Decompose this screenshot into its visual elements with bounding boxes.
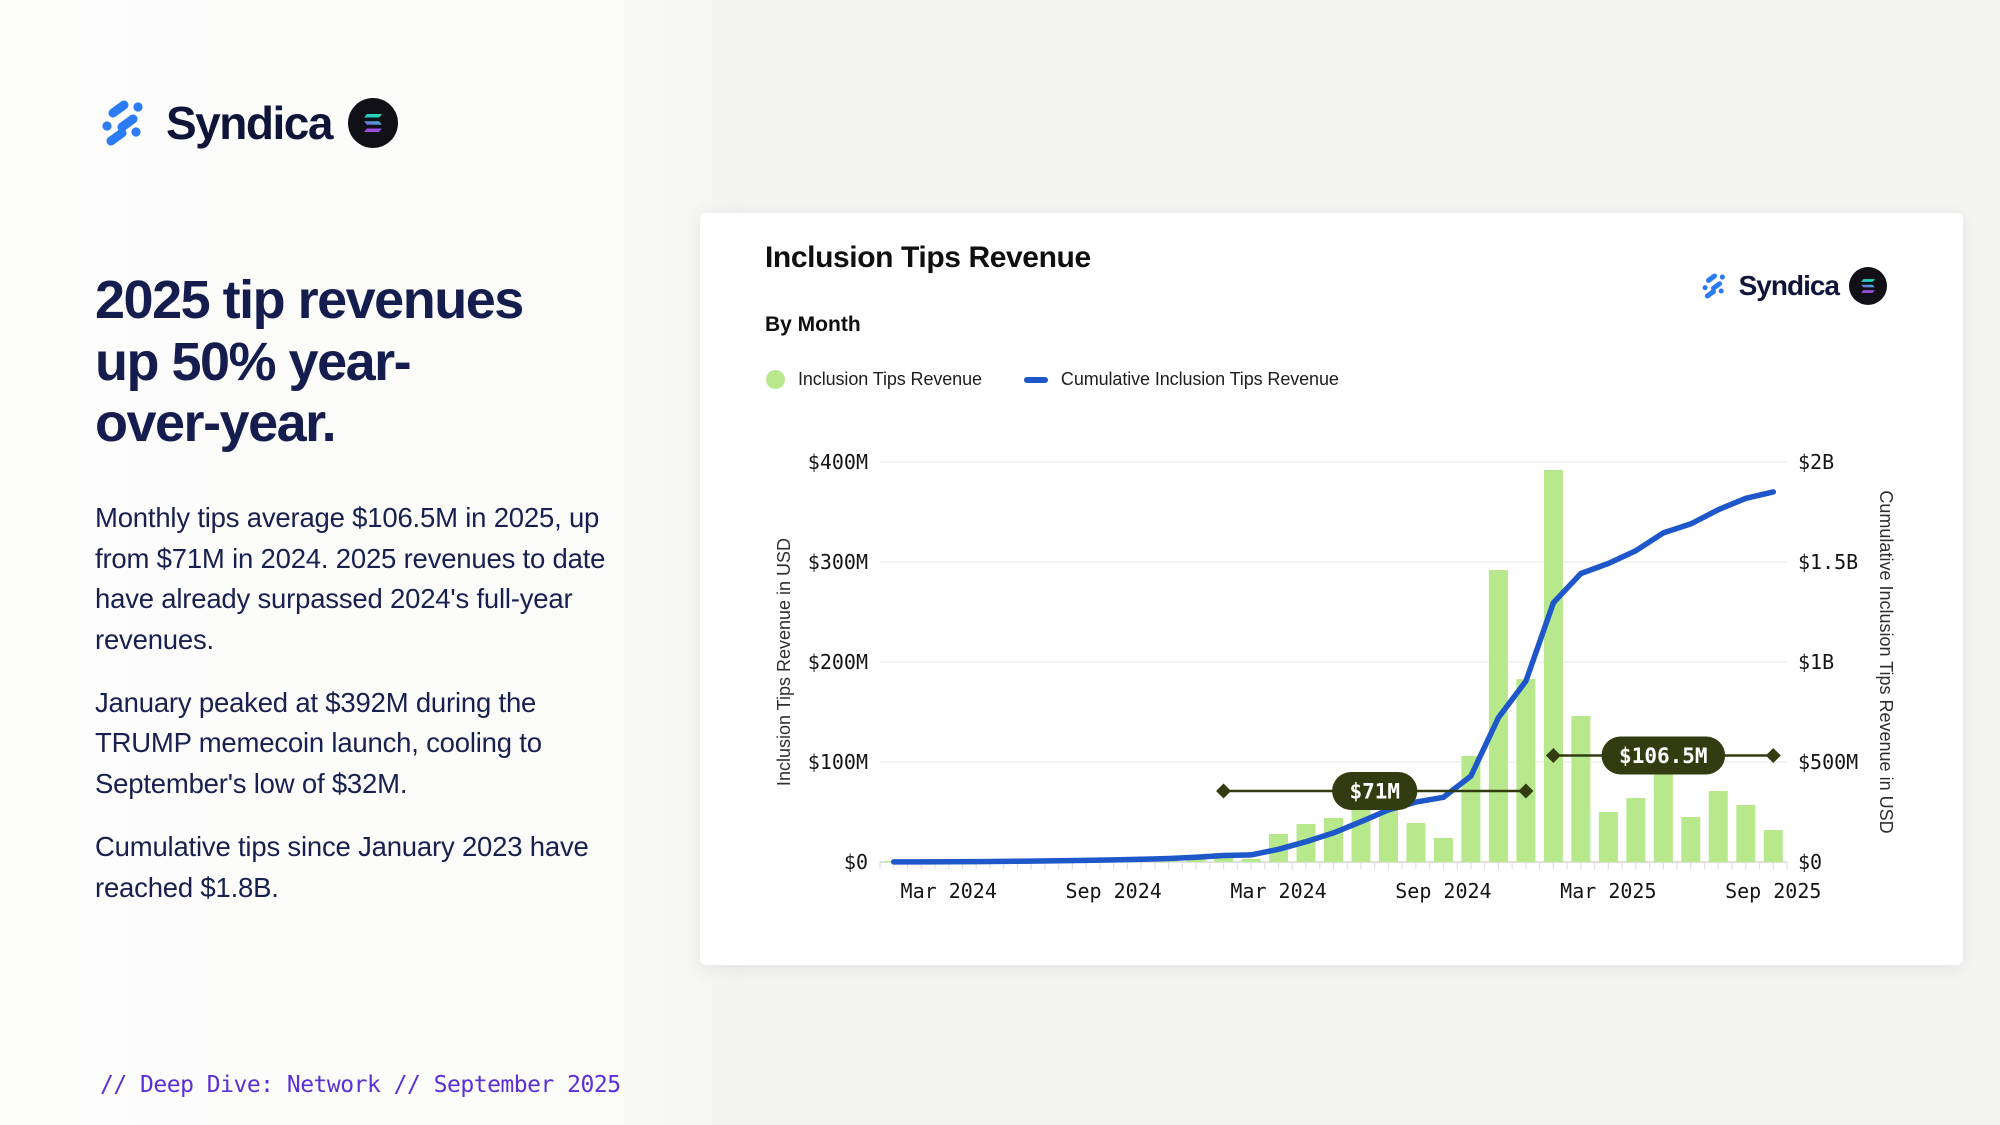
annotation-label: $71M (1349, 780, 1400, 804)
revenue-bar (1626, 798, 1646, 862)
chart-title: Inclusion Tips Revenue (765, 241, 1091, 274)
right-axis-tick-label: $0 (1798, 850, 1822, 874)
left-axis-tick-label: $0 (844, 850, 868, 874)
left-axis-tick-label: $300M (808, 550, 868, 574)
right-axis-tick-label: $1.5B (1798, 550, 1858, 574)
chart-subtitle: By Month (765, 313, 861, 336)
left-axis-tick-label: $200M (808, 650, 868, 674)
annotation-pill (1601, 736, 1726, 775)
diamond-endpoint-icon (1765, 748, 1781, 763)
revenue-bar (1653, 773, 1673, 862)
right-axis-tick-label: $2B (1798, 450, 1834, 474)
left-axis-title: Inclusion Tips Revenue in USD (774, 538, 794, 786)
right-axis-title: Cumulative Inclusion Tips Revenue in USD (1876, 490, 1896, 833)
revenue-bar (1708, 791, 1728, 862)
chart-legend: Inclusion Tips Revenue Cumulative Inclus… (766, 369, 1339, 390)
card-brand-row: Syndica (1699, 267, 1887, 305)
body-paragraphs: Monthly tips average $106.5M in 2025, up… (95, 498, 615, 930)
left-axis-tick-label: $400M (808, 450, 868, 474)
revenue-bar (1324, 818, 1343, 862)
x-axis-tick-label: Sep 2024 (1065, 879, 1161, 903)
revenue-bar (1351, 806, 1371, 862)
average-annotation: $106.5M (1545, 736, 1781, 775)
syndica-wordmark: Syndica (166, 97, 333, 149)
revenue-bar (1433, 838, 1453, 862)
diamond-endpoint-icon (1545, 748, 1561, 763)
x-axis-tick-label: Mar 2024 (1230, 879, 1326, 903)
x-axis-tick-label: Sep 2024 (1395, 879, 1491, 903)
revenue-bar (1516, 679, 1536, 862)
headline: 2025 tip revenues up 50% year- over-year… (95, 270, 524, 454)
legend-dot-icon (766, 370, 785, 389)
paragraph: Cumulative tips since January 2023 have … (95, 830, 589, 903)
revenue-bar (1543, 470, 1563, 862)
revenue-bar (1598, 812, 1618, 862)
paragraph: January peaked at $392M during the TRUMP… (95, 686, 542, 800)
x-axis-tick-label: Mar 2024 (901, 879, 997, 903)
legend-dash-icon (1023, 376, 1048, 383)
x-axis-tick-label: Sep 2025 (1725, 879, 1821, 903)
revenue-bar (1406, 823, 1426, 862)
x-axis-tick-label: Mar 2025 (1560, 879, 1656, 903)
revenue-bar (1241, 859, 1261, 862)
revenue-bar (1571, 716, 1591, 862)
revenue-bar (1763, 830, 1783, 862)
diamond-endpoint-icon (1518, 783, 1534, 799)
average-annotation: $71M (1216, 772, 1534, 810)
chart-canvas: $71M $106.5M $0 $100M $200M $300M $400M $0 $500M… (774, 450, 1896, 903)
revenue-bar (1378, 803, 1398, 862)
left-panel: Syndica 2025 tip revenues up 50% year- o… (0, 0, 744, 1125)
revenue-bar (1681, 817, 1701, 862)
solana-logo-icon (1849, 267, 1887, 305)
brand-row: Syndica (96, 96, 398, 150)
right-axis-tick-label: $500M (1798, 750, 1858, 774)
chart-card: Inclusion Tips Revenue By Month Syndica … (700, 213, 1963, 965)
revenue-bar (1736, 805, 1756, 862)
legend-item-bars: Inclusion Tips Revenue (766, 369, 982, 390)
diamond-endpoint-icon (1216, 783, 1232, 799)
solana-logo-icon (347, 98, 398, 148)
paragraph: Monthly tips average $106.5M in 2025, up… (95, 502, 606, 656)
card-syndica-wordmark: Syndica (1738, 270, 1840, 301)
annotation-pill (1332, 772, 1418, 810)
syndica-logo-icon (102, 100, 143, 146)
syndica-logo-icon (1702, 273, 1725, 299)
annotation-label: $106.5M (1619, 744, 1708, 768)
cumulative-line (890, 489, 1777, 865)
slide-footer: // Deep Dive: Network // September 2025 (100, 1072, 621, 1098)
legend-item-line: Cumulative Inclusion Tips Revenue (1023, 369, 1339, 390)
right-axis-tick-label: $1B (1798, 650, 1834, 674)
left-axis-tick-label: $100M (808, 750, 868, 774)
